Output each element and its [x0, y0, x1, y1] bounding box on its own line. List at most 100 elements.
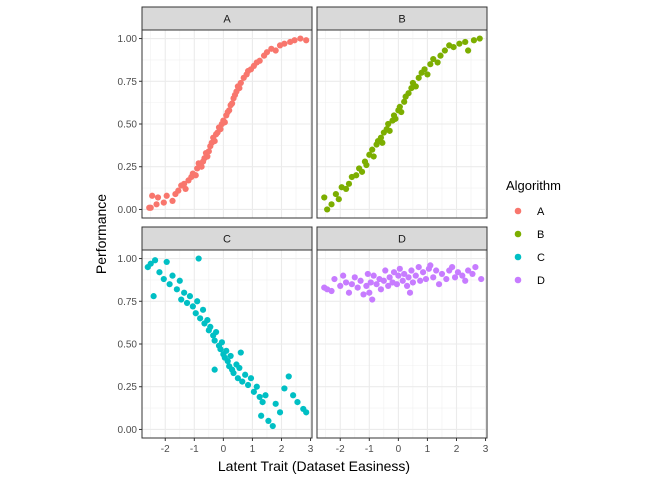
data-point [408, 267, 415, 274]
data-point [380, 277, 387, 284]
legend-label: A [537, 206, 545, 218]
data-point [205, 148, 212, 155]
data-point [281, 40, 288, 47]
legend-entry-d: D [514, 275, 545, 287]
data-point [272, 400, 279, 407]
facet-strip [316, 6, 488, 31]
data-point [290, 392, 297, 399]
data-point [363, 161, 370, 169]
data-point [230, 369, 237, 377]
data-point [386, 127, 393, 134]
y-tick-label: 0.75 [118, 77, 138, 88]
x-tick-label: -1 [190, 444, 199, 455]
data-point [401, 270, 408, 278]
data-point [276, 409, 284, 416]
data-point [265, 417, 272, 425]
data-point [169, 272, 176, 279]
data-point [331, 275, 338, 283]
data-point [406, 289, 414, 296]
data-point [462, 38, 469, 46]
data-point [459, 272, 466, 279]
data-point [228, 100, 236, 107]
data-point [153, 201, 160, 208]
data-point [395, 272, 402, 279]
legend-key [514, 207, 522, 215]
data-point [166, 281, 173, 288]
data-point [262, 392, 269, 399]
data-point [370, 153, 377, 160]
data-point [227, 352, 234, 360]
legend-key [514, 276, 522, 284]
data-point [253, 383, 260, 390]
data-point [321, 194, 328, 201]
data-point [154, 194, 162, 201]
data-point [392, 115, 399, 122]
data-point [169, 197, 176, 205]
y-tick-label: 0.25 [118, 162, 138, 173]
data-point [345, 180, 353, 187]
x-tick-label: -2 [336, 444, 345, 455]
data-point [217, 346, 224, 353]
data-point [377, 286, 385, 293]
data-point [192, 310, 199, 317]
data-point [163, 192, 170, 199]
data-point [385, 282, 392, 289]
data-point [213, 328, 220, 336]
data-point [328, 201, 335, 208]
data-point [263, 49, 271, 56]
data-point [370, 272, 377, 279]
data-point [156, 269, 163, 276]
data-point [211, 137, 218, 145]
data-point [178, 296, 185, 303]
data-point [377, 134, 385, 141]
data-point [342, 185, 350, 193]
facet-strip [141, 226, 313, 251]
data-point [256, 57, 263, 64]
legend-entry-c: C [514, 252, 545, 264]
facet-panel-b: B [316, 6, 488, 219]
x-tick-label: 1 [425, 444, 431, 455]
y-tick-label: 0.50 [118, 340, 138, 351]
data-point [239, 378, 246, 385]
data-point [173, 286, 180, 293]
data-point [294, 399, 301, 406]
data-point [427, 61, 434, 68]
data-point [396, 103, 403, 111]
data-point [441, 47, 448, 54]
data-point [462, 277, 469, 284]
data-point [337, 282, 344, 289]
data-point [443, 275, 450, 283]
data-point [415, 74, 422, 81]
data-point [478, 275, 485, 283]
data-point [242, 371, 249, 378]
data-point [401, 98, 408, 105]
y-axis-title: Performance [93, 194, 109, 274]
data-point [186, 293, 194, 300]
x-tick-label: 0 [396, 444, 402, 455]
data-point [211, 337, 218, 344]
data-point [247, 375, 255, 382]
data-point [195, 255, 202, 262]
data-point [183, 299, 191, 307]
data-point [449, 263, 456, 271]
x-tick-label: 3 [483, 444, 489, 455]
data-point [427, 262, 434, 269]
data-point [456, 40, 463, 47]
data-point [303, 409, 310, 416]
data-point [269, 422, 276, 430]
data-point [207, 323, 214, 331]
data-point [366, 289, 373, 296]
data-point [234, 375, 241, 382]
facet-strip [141, 6, 313, 31]
data-point [236, 85, 243, 92]
data-point [450, 43, 457, 51]
data-point [465, 47, 472, 54]
data-point [364, 270, 371, 278]
data-point [199, 306, 207, 313]
data-point [360, 291, 367, 298]
y-tick-label: 0.00 [118, 205, 138, 216]
data-point [224, 357, 231, 365]
facet-panel-c: C 0.00 0.25 0.50 0.75 1.00 -2 -1 0 1 2 3 [118, 226, 314, 455]
data-point [147, 260, 154, 267]
y-tick-label: 0.25 [118, 382, 138, 393]
